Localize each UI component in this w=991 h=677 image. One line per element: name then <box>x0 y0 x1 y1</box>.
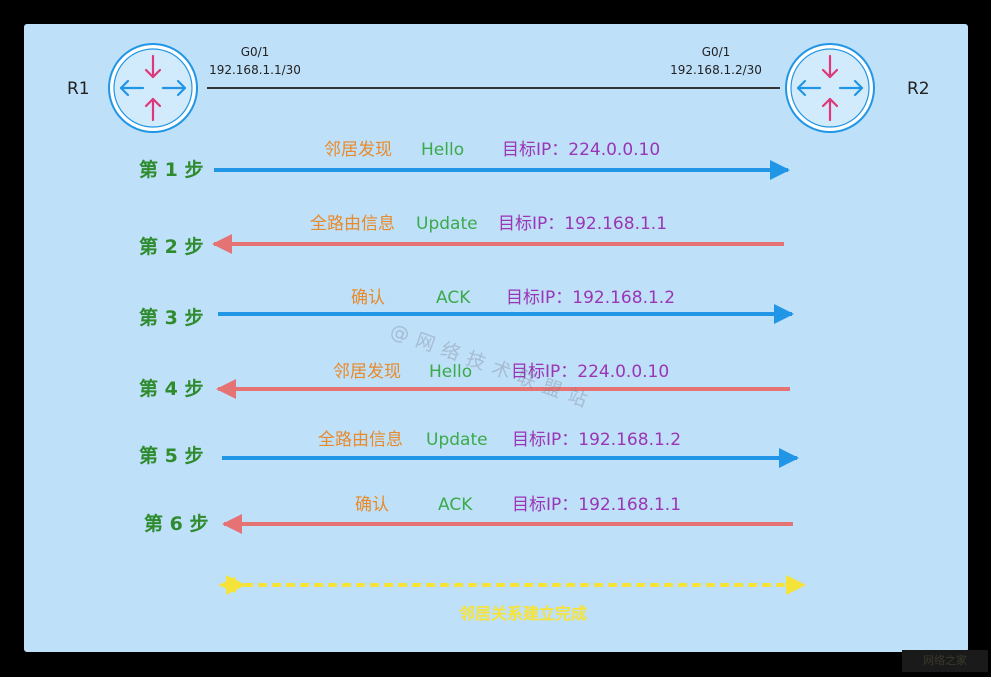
corner-logo: 网络之家 <box>902 650 988 672</box>
target-ip: 目标IP：224.0.0.10 <box>511 362 669 382</box>
message-type: 全路由信息 <box>318 430 403 450</box>
packet-type: Hello <box>429 362 472 382</box>
step-3: 第 3 步 确认 ACK 目标IP：192.168.1.2 <box>139 288 794 329</box>
packet-type: Hello <box>421 140 464 160</box>
step-label: 第 2 步 <box>139 235 203 258</box>
result-text: 邻居关系建立完成 <box>459 604 587 623</box>
target-ip: 目标IP：192.168.1.1 <box>498 214 667 234</box>
target-ip: 目标IP：192.168.1.2 <box>512 430 681 450</box>
router-icon <box>784 42 876 134</box>
eigrp-neighbor-diagram: R1 G0/1 192.168.1.1/30 R2 G0/1 192.168.1.2/30… <box>67 42 930 623</box>
step-label: 第 5 步 <box>139 444 203 467</box>
interface-name: G0/1 <box>702 45 731 59</box>
target-ip: 目标IP：192.168.1.1 <box>512 495 681 515</box>
message-type: 确认 <box>355 495 389 515</box>
step-label: 第 1 步 <box>139 158 203 181</box>
arrowhead-left <box>218 577 236 593</box>
diagram-panel: R1 G0/1 192.168.1.1/30 R2 G0/1 192.168.1.2/30… <box>24 24 968 652</box>
step-2: 第 2 步 全路由信息 Update 目标IP：192.168.1.1 <box>139 214 784 258</box>
message-type: 邻居发现 <box>324 140 392 160</box>
router-r1: R1 G0/1 192.168.1.1/30 <box>67 42 301 134</box>
router-icon <box>107 42 199 134</box>
step-4: 第 4 步 邻居发现 Hello 目标IP：224.0.0.10 <box>139 362 790 400</box>
step-6: 第 6 步 确认 ACK 目标IP：192.168.1.1 <box>144 495 793 535</box>
packet-type: Update <box>416 214 478 234</box>
step-label: 第 6 步 <box>144 512 208 535</box>
message-type: 确认 <box>351 288 385 308</box>
step-label: 第 3 步 <box>139 306 203 329</box>
interface-ip: 192.168.1.2/30 <box>670 63 762 77</box>
step-label: 第 4 步 <box>139 377 203 400</box>
step-1: 第 1 步 邻居发现 Hello 目标IP：224.0.0.10 <box>139 140 790 181</box>
message-type: 全路由信息 <box>310 214 395 234</box>
arrowhead-right <box>787 577 805 593</box>
step-5: 第 5 步 全路由信息 Update 目标IP：192.168.1.2 <box>139 430 799 468</box>
router-name: R1 <box>67 79 90 99</box>
packet-type: ACK <box>436 288 471 308</box>
packet-type: ACK <box>438 495 473 515</box>
message-type: 邻居发现 <box>333 362 401 382</box>
target-ip: 目标IP：224.0.0.10 <box>502 140 660 160</box>
target-ip: 目标IP：192.168.1.2 <box>506 288 675 308</box>
interface-ip: 192.168.1.1/30 <box>209 63 301 77</box>
router-r2: R2 G0/1 192.168.1.2/30 <box>670 42 930 134</box>
packet-type: Update <box>426 430 488 450</box>
interface-name: G0/1 <box>241 45 270 59</box>
result: 邻居关系建立完成 <box>218 575 806 623</box>
router-name: R2 <box>907 79 930 99</box>
